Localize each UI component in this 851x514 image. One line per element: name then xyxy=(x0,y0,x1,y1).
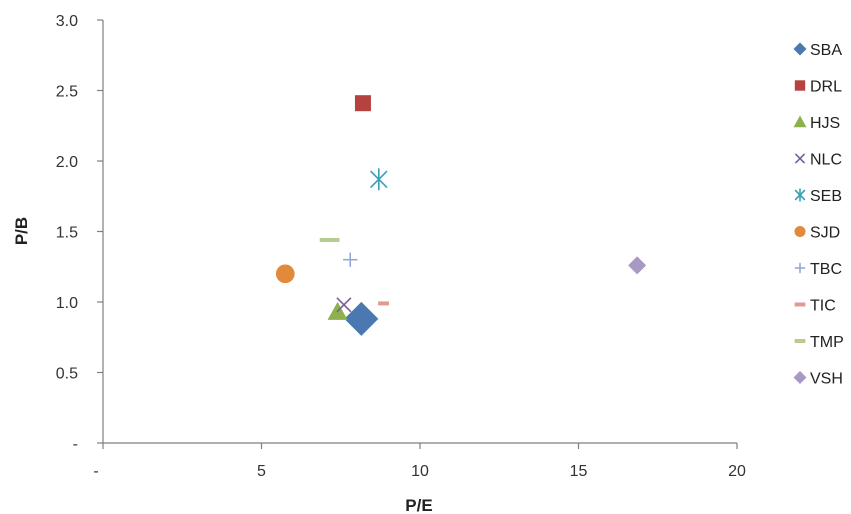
data-point-tbc xyxy=(343,252,358,267)
legend-label: VSH xyxy=(810,371,843,388)
x-axis-title: P/E xyxy=(405,496,432,514)
legend-item-tmp: TMP xyxy=(794,334,844,351)
y-tick-label: - xyxy=(73,436,78,453)
legend-label: NLC xyxy=(810,152,842,169)
legend-marker xyxy=(793,42,807,56)
legend-item-tic: TIC xyxy=(794,298,836,315)
data-point-tic xyxy=(378,301,389,306)
legend-marker xyxy=(794,80,806,91)
legend-item-tbc: TBC xyxy=(794,261,842,278)
legend-item-hjs: HJS xyxy=(793,115,840,132)
legend-label: SEB xyxy=(810,188,842,205)
legend-marker xyxy=(794,225,806,238)
y-tick-label: 2.0 xyxy=(56,154,78,171)
legend-item-vsh: VSH xyxy=(793,371,843,388)
x-tick-label: 15 xyxy=(570,463,588,480)
legend-label: TIC xyxy=(810,298,836,315)
legend-item-drl: DRL xyxy=(794,79,842,96)
data-point-tmp xyxy=(319,237,340,242)
legend-item-sjd: SJD xyxy=(794,225,840,242)
data-point-vsh xyxy=(628,256,647,275)
data-point-sjd xyxy=(275,264,295,284)
data-point-nlc xyxy=(336,297,352,313)
legend-marker xyxy=(794,262,806,274)
y-tick-label: 3.0 xyxy=(56,13,78,30)
legend-item-nlc: NLC xyxy=(794,152,842,169)
axes xyxy=(97,19,738,449)
x-tick-label: 5 xyxy=(257,463,266,480)
tick-labels: - 0.5 1.0 1.5 2.0 2.5 3.0 - 5 10 15 20 xyxy=(56,13,746,480)
legend-marker xyxy=(794,302,806,307)
legend-marker xyxy=(793,115,807,128)
x-tick-label: 20 xyxy=(728,463,746,480)
y-tick-label: 1.0 xyxy=(56,295,78,312)
data-point-sba xyxy=(344,301,379,336)
legend-label: TMP xyxy=(810,334,844,351)
y-tick-label: 0.5 xyxy=(56,366,78,383)
legend-marker xyxy=(794,188,806,202)
y-axis-title: P/B xyxy=(12,217,31,245)
legend-marker xyxy=(794,339,806,343)
data-points xyxy=(275,95,647,336)
legend-item-sba: SBA xyxy=(793,42,842,59)
y-tick-label: 2.5 xyxy=(56,84,78,101)
legend-label: HJS xyxy=(810,115,840,132)
legend: SBA DRL HJS NLC SEB SJD TBC TIC TMP VSH xyxy=(793,42,844,388)
x-tick-label: 10 xyxy=(411,463,429,480)
legend-marker xyxy=(793,371,807,384)
legend-marker xyxy=(794,153,806,164)
legend-label: DRL xyxy=(810,79,842,96)
data-point-drl xyxy=(354,95,371,112)
legend-label: SJD xyxy=(810,225,840,242)
legend-label: TBC xyxy=(810,261,842,278)
x-tick-label: - xyxy=(93,463,98,480)
legend-item-seb: SEB xyxy=(794,188,842,205)
y-tick-label: 1.5 xyxy=(56,225,78,242)
data-point-seb xyxy=(369,168,388,191)
legend-label: SBA xyxy=(810,42,842,59)
